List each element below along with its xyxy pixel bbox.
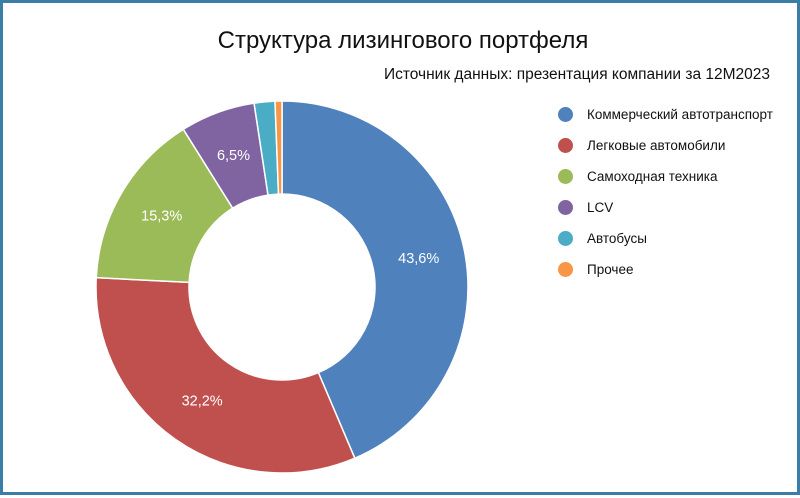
donut-chart: 43,6% 32,2% 15,3% 6,5% [95,100,469,474]
legend-item: LCV [558,192,773,223]
chart-legend: Коммерческий автотранспорт Легковые автом… [558,99,773,285]
legend-label: Автобусы [587,231,647,246]
legend-swatch [558,200,573,215]
slice-data-label: 43,6% [398,251,439,267]
legend-swatch [558,262,573,277]
slice-data-label: 15,3% [141,208,182,224]
legend-item: Автобусы [558,223,773,254]
legend-label: LCV [587,200,614,215]
legend-item: Самоходная техника [558,161,773,192]
legend-swatch [558,107,573,122]
legend-swatch [558,138,573,153]
chart-subtitle: Источник данных: презентация компании за… [383,66,770,83]
donut-slice [95,276,356,474]
legend-label: Самоходная техника [587,169,718,184]
legend-swatch [558,231,573,246]
legend-label: Легковые автомобили [587,138,726,153]
legend-item: Прочее [558,254,773,285]
donut-slice [281,100,469,460]
legend-label: Коммерческий автотранспорт [587,107,773,122]
slice-data-label: 6,5% [217,148,250,164]
legend-item: Легковые автомобили [558,130,773,161]
legend-label: Прочее [587,262,634,277]
slice-data-label: 32,2% [182,393,223,409]
donut-slice [274,100,283,195]
legend-item: Коммерческий автотранспорт [558,99,773,130]
legend-swatch [558,169,573,184]
chart-title: Структура лизингового портфеля [217,27,589,54]
